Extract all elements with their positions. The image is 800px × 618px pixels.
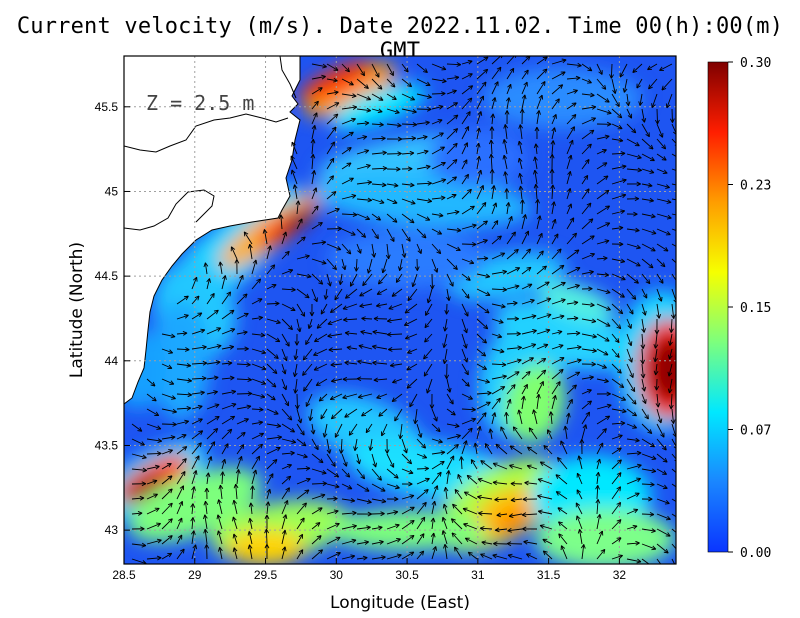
x-axis-ticks: 28.5 29 29.5 30 30.5 31 31.5 32 [112, 558, 626, 582]
y-tick-label: 44.5 [95, 269, 119, 283]
land-mass [124, 56, 301, 405]
colorbar-tick-label: 0.23 [740, 179, 771, 194]
y-tick-label: 43.5 [95, 438, 119, 452]
y-tick-label: 43 [105, 523, 119, 537]
current-vector-arrows [131, 56, 676, 564]
x-tick-label: 29 [188, 568, 202, 582]
x-tick-label: 30 [330, 568, 344, 582]
colorbar: 0.00 0.07 0.15 0.23 0.30 [707, 56, 771, 561]
x-tick-label: 32 [613, 568, 627, 582]
x-axis-label: Longitude (East) [330, 593, 470, 613]
velocity-field [124, 56, 676, 564]
y-axis-ticks: 43 43.5 44 44.5 45 45.5 [95, 100, 130, 537]
y-axis-label: Latitude (North) [67, 242, 87, 378]
colorbar-tick-label: 0.07 [740, 424, 771, 439]
x-tick-label: 31.5 [537, 568, 561, 582]
grid-lines [124, 56, 676, 564]
y-tick-label: 44 [105, 354, 119, 368]
x-tick-label: 28.5 [112, 568, 136, 582]
colorbar-tick-label: 0.30 [740, 56, 771, 71]
y-tick-label: 45 [105, 184, 119, 198]
y-tick-label: 45.5 [95, 100, 119, 114]
depth-label: Z = 2.5 m [146, 91, 254, 115]
colorbar-tick-label: 0.00 [740, 546, 771, 561]
x-tick-label: 29.5 [254, 568, 278, 582]
map-title: Current velocity (m/s). Date 2022.11.02.… [16, 14, 784, 64]
colorbar-tick-label: 0.15 [740, 301, 771, 316]
x-tick-label: 31 [471, 568, 485, 582]
map-frame [123, 55, 677, 565]
x-tick-label: 30.5 [395, 568, 419, 582]
